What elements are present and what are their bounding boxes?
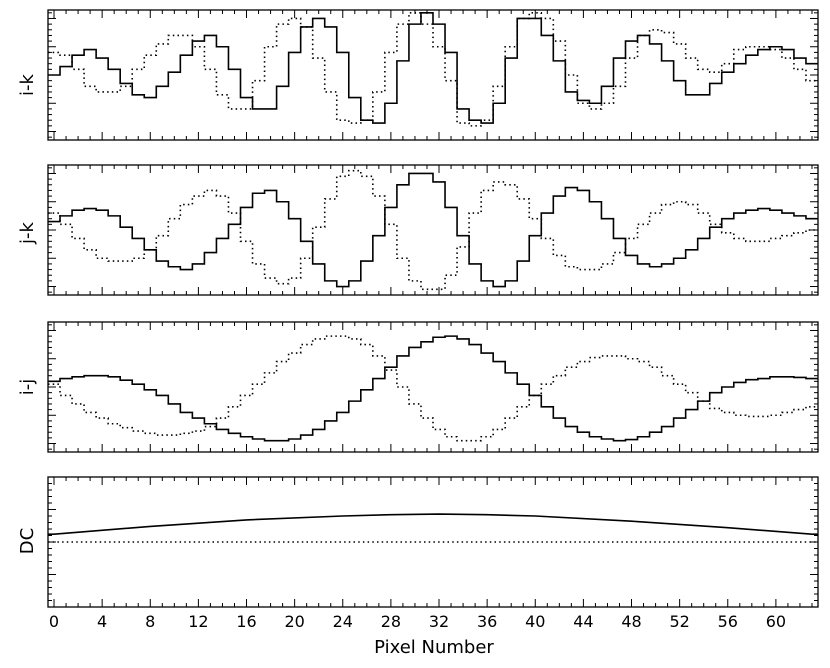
series-solid bbox=[48, 513, 818, 535]
x-tick-label: 24 bbox=[333, 612, 353, 631]
panel-dc: DC bbox=[17, 476, 819, 608]
x-tick-label: 8 bbox=[145, 612, 155, 631]
x-tick-label: 12 bbox=[188, 612, 208, 631]
x-tick-label: 36 bbox=[477, 612, 497, 631]
x-tick-label: 44 bbox=[573, 612, 593, 631]
x-tick-label: 48 bbox=[621, 612, 641, 631]
ylabel-i-k: i-k bbox=[17, 73, 38, 95]
ylabel-j-k: j-k bbox=[17, 221, 38, 244]
series-solid bbox=[48, 335, 818, 442]
series-dotted bbox=[48, 12, 818, 127]
series-dotted bbox=[48, 169, 818, 291]
series-solid bbox=[48, 172, 818, 288]
x-tick-label: 60 bbox=[766, 612, 786, 631]
x-tick-label: 20 bbox=[284, 612, 304, 631]
x-tick-labels: 0 4 8 12 16 20 24 28 32 36 40 44 48 52 56 60 bbox=[49, 612, 786, 631]
ylabel-i-j: i-j bbox=[17, 379, 38, 396]
x-axis-label: Pixel Number bbox=[374, 637, 494, 658]
x-tick-label: 16 bbox=[236, 612, 256, 631]
x-tick-label: 0 bbox=[49, 612, 59, 631]
x-tick-label: 52 bbox=[669, 612, 689, 631]
x-tick-label: 32 bbox=[429, 612, 449, 631]
panel-i-k: i-k bbox=[17, 9, 819, 141]
panel-j-k: j-k bbox=[17, 164, 819, 296]
x-tick-label: 28 bbox=[381, 612, 401, 631]
x-tick-label: 40 bbox=[525, 612, 545, 631]
ylabel-dc: DC bbox=[17, 528, 38, 554]
series-dotted bbox=[48, 335, 818, 442]
panel-frame bbox=[47, 9, 819, 141]
x-tick-label: 4 bbox=[97, 612, 107, 631]
panel-i-j: i-j bbox=[17, 321, 819, 453]
x-tick-label: 56 bbox=[718, 612, 738, 631]
series-solid bbox=[48, 12, 818, 124]
panel-frame bbox=[47, 164, 819, 296]
